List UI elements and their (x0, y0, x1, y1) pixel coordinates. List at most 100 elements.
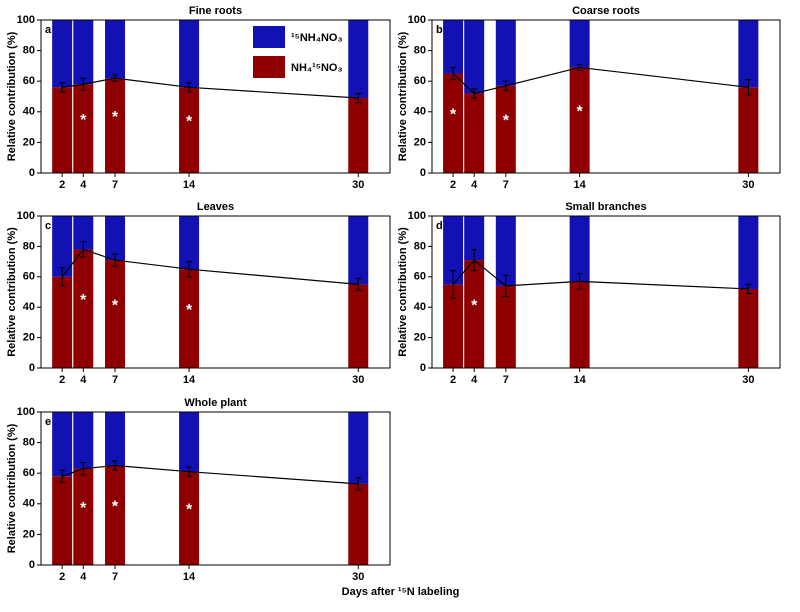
bar-segment (495, 216, 516, 286)
panel: * * * 0 20 40 60 80 100 2 4 7 14 30 Whole plant e Relati… (6, 397, 459, 598)
bar-segment (179, 20, 200, 88)
bar-segment (464, 260, 485, 368)
bar-segment (495, 285, 516, 368)
y-tick-label: 0 (420, 167, 426, 179)
annotation: * (471, 297, 478, 314)
trend-line (61, 248, 359, 285)
x-tick-label: 30 (742, 374, 754, 386)
annotation: * (577, 103, 584, 120)
y-tick-label: 40 (23, 106, 35, 118)
x-tick-label: 2 (59, 374, 65, 386)
bar-segment (105, 260, 126, 368)
y-tick-label: 60 (23, 467, 35, 479)
bar-segment (443, 73, 464, 173)
chart-title: Whole plant (184, 397, 247, 409)
bar-segment (348, 216, 369, 285)
panel: * 0 20 40 60 80 100 2 4 7 14 30 Small branches d Relat… (397, 201, 781, 386)
bar-segment (105, 465, 126, 565)
y-axis-title: Relative contribution (%) (6, 31, 18, 161)
annotation: * (186, 502, 193, 519)
panel: * * * 0 20 40 60 80 100 2 4 7 14 30 Coarse roots b Relat… (397, 5, 781, 191)
annotation: * (186, 302, 193, 319)
panel-letter: b (436, 24, 443, 36)
x-tick-label: 4 (471, 179, 478, 191)
legend-label: NH₄¹⁵NO₃ (291, 62, 343, 74)
y-tick-label: 80 (414, 45, 426, 57)
y-tick-label: 0 (29, 559, 35, 571)
y-tick-label: 60 (23, 75, 35, 87)
plot-frame (431, 19, 781, 174)
bar-segment (52, 216, 73, 277)
bar-segment (73, 216, 94, 250)
y-tick-label: 100 (17, 406, 35, 418)
panel-letter: e (45, 416, 51, 428)
bar-segment (179, 87, 200, 173)
y-tick-label: 40 (414, 106, 426, 118)
y-tick-label: 60 (414, 75, 426, 87)
trend-line (61, 464, 359, 485)
bar-segment (179, 471, 200, 565)
chart-title: Fine roots (189, 5, 242, 17)
y-tick-label: 20 (23, 528, 35, 540)
trend-line (62, 77, 359, 99)
y-tick-label: 100 (408, 210, 426, 222)
legend-swatch (253, 56, 285, 78)
bar-segment (495, 85, 516, 173)
y-tick-label: 80 (23, 45, 35, 57)
bar-segment (569, 67, 590, 173)
bar-segment (738, 87, 759, 173)
plot-frame (40, 19, 391, 174)
y-tick-label: 0 (420, 362, 426, 374)
bar-segment (738, 288, 759, 368)
chart-title: Coarse roots (572, 5, 640, 17)
annotation: * (80, 292, 87, 309)
bar-segment (464, 93, 485, 173)
panel-letter: d (436, 220, 443, 232)
bar-segment (105, 412, 126, 466)
panel-letter: c (45, 220, 51, 232)
bar-segment (738, 20, 759, 88)
y-tick-label: 40 (23, 498, 35, 510)
bar-segment (52, 87, 73, 173)
annotation: * (80, 112, 87, 129)
annotation: * (186, 113, 193, 130)
x-axis-title: Days after ¹⁵N labeling (342, 586, 460, 598)
bar-segment (73, 412, 94, 469)
y-tick-label: 80 (23, 437, 35, 449)
x-tick-label: 14 (574, 179, 587, 191)
y-axis-title: Relative contribution (%) (397, 227, 409, 357)
bar-segment (348, 98, 369, 173)
bar-segment (52, 20, 73, 88)
y-tick-label: 100 (408, 14, 426, 26)
x-tick-label: 7 (112, 374, 118, 386)
bar-segment (348, 412, 369, 484)
x-tick-label: 30 (352, 179, 364, 191)
bar-segment (179, 412, 200, 472)
x-tick-label: 7 (503, 179, 509, 191)
bar-segment (52, 412, 73, 477)
bar-segment (73, 249, 94, 368)
x-tick-label: 7 (503, 374, 509, 386)
legend-swatch (253, 26, 285, 48)
plot-frame (431, 215, 781, 369)
y-tick-label: 20 (414, 332, 426, 344)
y-axis-title: Relative contribution (%) (397, 31, 409, 161)
x-tick-label: 4 (471, 374, 478, 386)
annotation: * (450, 106, 457, 123)
x-tick-label: 30 (352, 374, 364, 386)
bar-segment (105, 20, 126, 79)
annotation: * (112, 297, 119, 314)
y-tick-label: 60 (414, 271, 426, 283)
bar-segment (443, 20, 464, 74)
bar-segment (464, 20, 485, 94)
bar-segment (52, 476, 73, 565)
bar-segment (348, 20, 369, 99)
bar-segment (738, 216, 759, 289)
plot-frame (40, 215, 391, 369)
bar-segment (569, 216, 590, 282)
y-tick-label: 0 (29, 167, 35, 179)
annotation: * (112, 498, 119, 515)
y-tick-label: 100 (17, 210, 35, 222)
chart-title: Leaves (197, 201, 234, 213)
